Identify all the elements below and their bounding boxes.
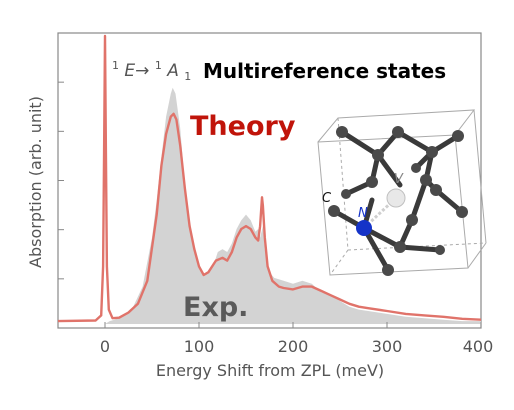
carbon-atom — [392, 126, 404, 138]
carbon-atom — [382, 264, 394, 276]
x-axis-ticks — [104, 322, 482, 328]
carbon-atom — [328, 205, 340, 217]
carbon-atom — [435, 245, 445, 255]
carbon-atom — [394, 241, 406, 253]
carbon-atom — [420, 174, 432, 186]
x-tick-label: 300 — [372, 337, 403, 356]
nitrogen-atom — [356, 220, 372, 236]
vacancy-label: V — [394, 172, 404, 187]
carbon-atom — [456, 206, 468, 218]
x-tick-labels: 0 100 200 300 400 — [100, 337, 493, 356]
carbon-atom — [452, 130, 464, 142]
transition-label: 1 E→ 1 A 1 — [112, 54, 191, 83]
transition-superscript-2: 1 — [155, 59, 162, 72]
x-tick-label: 400 — [463, 337, 494, 356]
y-axis-title: Absorption (arb. unit) — [26, 96, 45, 268]
x-tick-label: 100 — [184, 337, 215, 356]
y-axis-ticks — [58, 81, 64, 280]
x-tick-label: 200 — [278, 337, 309, 356]
transition-e-arrow: E→ — [124, 61, 149, 81]
carbon-atom — [406, 214, 418, 226]
carbon-atom — [336, 126, 348, 138]
carbon-atom — [426, 146, 438, 158]
transition-superscript-1: 1 — [112, 59, 119, 72]
theory-label: Theory — [190, 111, 296, 142]
carbon-atom — [430, 184, 442, 196]
carbon-atom — [366, 176, 378, 188]
x-axis-title: Energy Shift from ZPL (meV) — [156, 361, 384, 380]
vacancy-site — [386, 188, 406, 208]
experiment-label: Exp. — [183, 292, 248, 323]
carbon-atom — [372, 149, 384, 161]
nv-center-structure-illustration: C N V — [317, 109, 487, 276]
transition-subscript-1: 1 — [184, 70, 191, 83]
transition-a: A — [166, 61, 179, 81]
theory-spectrum-line — [57, 34, 482, 323]
nitrogen-label: N — [358, 206, 368, 221]
x-tick-label: 0 — [100, 337, 110, 356]
multireference-header: Multireference states — [203, 59, 446, 83]
carbon-atom — [411, 163, 421, 173]
carbon-atom — [341, 189, 351, 199]
carbon-atoms — [328, 126, 468, 276]
carbon-label: C — [322, 191, 332, 206]
